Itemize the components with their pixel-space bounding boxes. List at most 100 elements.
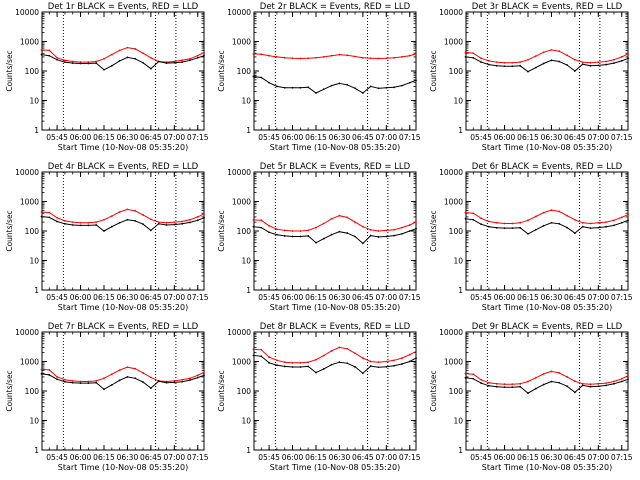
events-data-point (134, 57, 137, 60)
events-data-point (605, 384, 608, 387)
events-data-point (605, 63, 608, 66)
y-axis-label: Counts/sec (5, 370, 14, 411)
y-axis-label: Counts/sec (217, 210, 226, 251)
events-data-point (581, 63, 584, 66)
y-tick-label: 10000 (15, 168, 39, 177)
events-data-point (503, 227, 506, 230)
events-data-point (126, 56, 129, 59)
x-tick-label: 05:45 (470, 453, 492, 462)
lld-data-point (581, 61, 584, 64)
x-tick-label: 06:30 (541, 293, 563, 302)
panel-title: Det 9r BLACK = Events, RED = LLD (472, 322, 623, 332)
lld-data-point (542, 372, 545, 375)
events-data-point (149, 67, 152, 70)
x-tick-label: 07:00 (163, 293, 185, 302)
y-tick-label: 1000 (20, 38, 39, 47)
events-data-point (589, 385, 592, 388)
events-data-point (550, 59, 553, 62)
lld-data-point (511, 61, 514, 64)
events-data-point (377, 236, 380, 238)
lld-data-point (480, 378, 483, 381)
lld-data-point (95, 379, 98, 382)
lld-data-point (589, 383, 592, 386)
lld-data-point (203, 212, 205, 215)
panel-title: Det 6r BLACK = Events, RED = LLD (472, 162, 623, 172)
lld-data-point (87, 221, 90, 224)
events-series-line (253, 76, 417, 94)
events-data-point (597, 226, 600, 229)
events-data-point (401, 363, 403, 365)
events-data-point (157, 222, 160, 225)
lld-data-point (488, 59, 490, 62)
events-data-point (558, 381, 561, 384)
events-data-point (56, 378, 59, 381)
lld-series-line (41, 47, 205, 63)
lld-data-point (550, 209, 553, 212)
y-tick-label: 1 (458, 126, 463, 135)
y-axis-label: Counts/sec (5, 50, 14, 91)
y-tick-label: 10000 (439, 328, 463, 337)
events-series-line (41, 216, 205, 232)
lld-data-point (79, 380, 82, 383)
lld-data-point (464, 211, 467, 214)
lld-data-point (87, 380, 90, 383)
plot-frame (41, 11, 205, 131)
lld-data-point (472, 373, 475, 376)
events-data-point (126, 218, 129, 221)
events-data-point (519, 385, 522, 388)
y-tick-label: 10 (241, 257, 251, 266)
lld-data-point (307, 57, 310, 60)
events-data-point (605, 225, 608, 228)
x-tick-label: 05:45 (46, 293, 68, 302)
events-data-point (64, 380, 66, 383)
lld-data-point (260, 53, 263, 56)
events-data-point (550, 221, 553, 224)
plot-frame (465, 11, 629, 131)
lld-data-point (558, 210, 561, 213)
lld-data-point (173, 221, 176, 224)
lld-data-point (354, 352, 356, 355)
events-data-point (613, 382, 615, 385)
events-data-point (369, 234, 372, 237)
panel-title: Det 8r BLACK = Events, RED = LLD (260, 322, 411, 332)
events-data-point (346, 83, 349, 86)
lld-data-point (527, 58, 529, 61)
lld-data-point (330, 349, 333, 352)
lld-data-point (315, 56, 317, 59)
events-data-point (330, 363, 333, 366)
y-tick-label: 1 (458, 286, 463, 295)
y-tick-label: 100 (237, 67, 252, 76)
y-tick-label: 1 (246, 126, 251, 135)
lld-data-point (566, 214, 568, 217)
lld-data-point (377, 57, 380, 60)
lld-data-point (276, 359, 278, 362)
detector-panel-4: Det 4r BLACK = Events, RED = LLD 1 10 100 10… (5, 162, 209, 312)
x-tick-label: 06:00 (70, 293, 92, 302)
lld-data-point (283, 56, 286, 59)
x-tick-label: 07:00 (375, 133, 397, 142)
lld-data-point (64, 219, 66, 222)
lld-data-point (315, 226, 317, 229)
x-tick-label: 06:15 (517, 453, 539, 462)
lld-data-point (322, 56, 325, 58)
lld-data-point (252, 348, 255, 351)
x-tick-label: 07:15 (187, 293, 209, 302)
events-data-point (361, 242, 364, 245)
panel-title: Det 5r BLACK = Events, RED = LLD (260, 162, 411, 172)
x-tick-label: 05:45 (46, 453, 68, 462)
x-tick-label: 07:00 (375, 293, 397, 302)
events-data-point (315, 371, 317, 374)
x-tick-label: 07:00 (163, 133, 185, 142)
x-tick-label: 07:15 (611, 293, 633, 302)
x-tick-label: 05:45 (258, 133, 280, 142)
events-data-point (110, 384, 113, 386)
lld-data-point (181, 378, 184, 381)
y-tick-label: 10 (241, 417, 251, 426)
events-data-point (354, 365, 356, 368)
lld-data-point (307, 229, 310, 232)
x-axis-label: Start Time (10-Nov-08 05:35:20) (270, 303, 400, 312)
events-data-point (203, 374, 205, 377)
events-data-point (338, 230, 341, 233)
events-data-point (393, 364, 396, 367)
x-tick-label: 05:45 (46, 133, 68, 142)
